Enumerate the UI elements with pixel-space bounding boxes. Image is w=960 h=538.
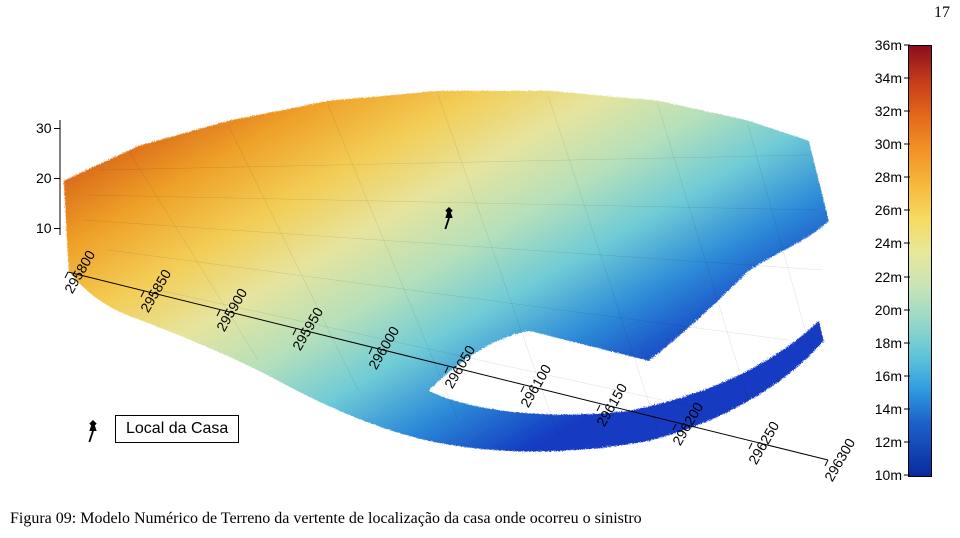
pushpin-icon — [82, 418, 104, 444]
colorbar-tick-label: 32m — [875, 103, 902, 119]
colorbar-tick-mark — [904, 309, 910, 310]
legend-label: Local da Casa — [126, 420, 228, 437]
colorbar-segment — [909, 321, 931, 355]
colorbar-tick-mark — [904, 408, 910, 409]
colorbar-segment — [909, 80, 931, 114]
z-tick-mark — [54, 228, 60, 229]
colorbar-tick-mark — [904, 276, 910, 277]
colorbar-tick-label: 36m — [875, 37, 902, 53]
colorbar-tick-mark — [904, 475, 910, 476]
colorbar-tick-label: 14m — [875, 401, 902, 417]
colorbar-tick-mark — [904, 111, 910, 112]
z-tick-10: 10 — [36, 220, 52, 236]
z-tick-30: 30 — [36, 120, 52, 136]
colorbar-tick-label: 20m — [875, 302, 902, 318]
colorbar-segment — [909, 218, 931, 252]
colorbar-segment — [909, 46, 931, 80]
z-tick-mark — [54, 128, 60, 129]
colorbar-segment — [909, 390, 931, 424]
colorbar-tick-label: 34m — [875, 70, 902, 86]
colorbar-tick-label: 10m — [875, 467, 902, 483]
colorbar-segment — [909, 287, 931, 321]
pushpin-icon — [438, 205, 460, 231]
colorbar-tick-mark — [904, 375, 910, 376]
colorbar-tick-mark — [904, 177, 910, 178]
colorbar-segment — [909, 115, 931, 149]
colorbar-tick-mark — [904, 243, 910, 244]
colorbar-tick-mark — [904, 210, 910, 211]
colorbar-tick-mark — [904, 144, 910, 145]
legend-local-da-casa: Local da Casa — [115, 415, 239, 443]
colorbar-segment — [909, 424, 931, 476]
colorbar-tick-mark — [904, 342, 910, 343]
colorbar-segment — [909, 184, 931, 218]
z-tick-20: 20 — [36, 170, 52, 186]
colorbar-tick-label: 22m — [875, 269, 902, 285]
page-number: 17 — [934, 4, 950, 22]
colorbar-tick-label: 16m — [875, 368, 902, 384]
z-tick-mark — [54, 178, 60, 179]
colorbar-tick-label: 28m — [875, 169, 902, 185]
colorbar-tick-label: 26m — [875, 202, 902, 218]
colorbar-tick-mark — [904, 78, 910, 79]
colorbar-segment — [909, 356, 931, 390]
figure-caption: Figura 09: Modelo Numérico de Terreno da… — [10, 510, 642, 528]
colorbar-tick-label: 12m — [875, 434, 902, 450]
elevation-colorbar — [908, 45, 932, 477]
colorbar-tick-mark — [904, 441, 910, 442]
colorbar-segment — [909, 252, 931, 286]
colorbar-tick-label: 18m — [875, 335, 902, 351]
colorbar-tick-label: 30m — [875, 136, 902, 152]
colorbar-tick-mark — [904, 45, 910, 46]
colorbar-tick-label: 24m — [875, 235, 902, 251]
colorbar-segment — [909, 149, 931, 183]
